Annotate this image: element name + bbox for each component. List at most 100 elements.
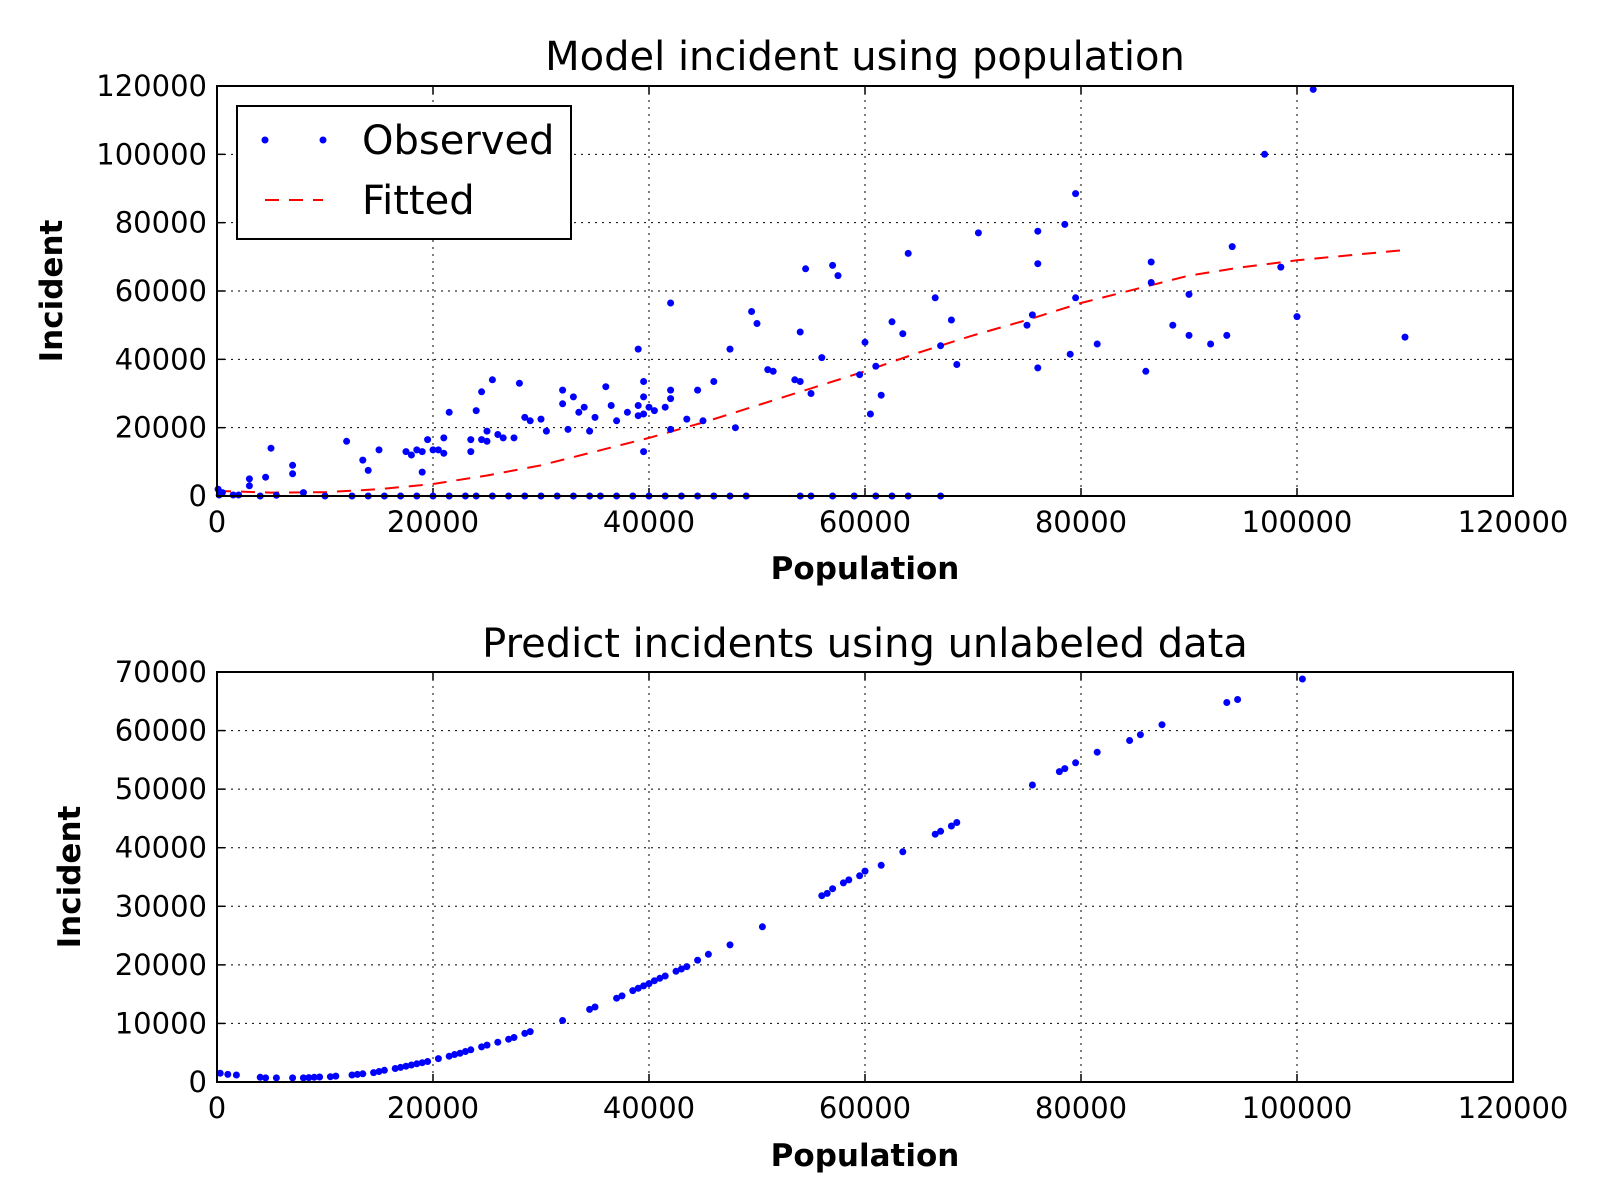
predicted-point [877, 861, 885, 869]
observed-point [856, 371, 864, 379]
legend-observed-marker [261, 136, 269, 144]
predicted-point [224, 1070, 232, 1078]
observed-point [818, 354, 826, 362]
predicted-point [1136, 731, 1144, 739]
observed-point [440, 434, 448, 442]
observed-point [418, 468, 426, 476]
observed-point [726, 345, 734, 353]
observed-point [537, 415, 545, 423]
observed-point [559, 386, 567, 394]
observed-point [1207, 340, 1215, 348]
y-tick-label: 80000 [115, 206, 207, 240]
predicted-point [391, 1065, 399, 1072]
observed-point [748, 308, 756, 315]
observed-point [667, 299, 675, 307]
y-tick-label: 0 [189, 479, 207, 513]
predicted-point [1223, 699, 1231, 706]
observed-point [634, 412, 642, 420]
observed-point [472, 407, 480, 415]
predicted-point [1158, 721, 1166, 729]
predicted-point [262, 1074, 270, 1082]
chart-1-frame [216, 85, 1514, 497]
x-tick-label: 80000 [1035, 1091, 1127, 1125]
observed-point [661, 403, 669, 411]
predicted-point [726, 941, 734, 949]
predicted-point [521, 1029, 529, 1037]
observed-point [289, 461, 297, 469]
y-tick-label: 40000 [115, 342, 207, 376]
y-tick-label: 20000 [115, 411, 207, 445]
observed-point [1034, 227, 1042, 235]
observed-point [1228, 243, 1236, 251]
observed-point [877, 391, 885, 399]
chart-2-x-ticks: 0 20000 40000 60000 80000 100000 120000 [208, 672, 1568, 1125]
predicted-point [683, 963, 691, 971]
observed-point [1401, 333, 1409, 341]
predicted-point [407, 1061, 415, 1069]
predicted-point [1061, 765, 1069, 773]
predicted-point [640, 982, 648, 990]
observed-point [494, 431, 502, 438]
observed-point [710, 378, 718, 385]
y-tick-label: 40000 [115, 831, 207, 865]
chart-1-legend: Observed Fitted [236, 105, 572, 240]
observed-point [861, 338, 869, 346]
observed-point [796, 378, 804, 385]
predicted-point [413, 1060, 421, 1068]
predicted-point [861, 867, 869, 875]
observed-point [645, 403, 653, 411]
predicted-point [456, 1049, 464, 1057]
observed-point [1223, 331, 1231, 339]
predicted-point [326, 1073, 334, 1081]
observed-point [802, 265, 810, 273]
predicted-point [1055, 768, 1063, 776]
observed-point [299, 489, 307, 497]
observed-point [899, 330, 907, 338]
observed-point [1293, 313, 1301, 321]
observed-point [640, 393, 648, 401]
observed-point [640, 410, 648, 418]
observed-point [953, 361, 961, 368]
observed-point [607, 402, 615, 409]
observed-point [1147, 279, 1155, 286]
observed-point [667, 395, 675, 403]
predicted-point [505, 1035, 513, 1043]
observed-point [289, 470, 297, 478]
observed-point [407, 451, 415, 459]
predicted-point [332, 1072, 340, 1080]
predicted-point [947, 822, 955, 830]
predicted-point [829, 885, 837, 893]
chart-model-incident: Model incident using population 0 20000 40… [34, 34, 1568, 587]
observed-point [1034, 260, 1042, 268]
y-tick-label: 100000 [96, 137, 207, 171]
predicted-point [397, 1063, 405, 1071]
chart-2-grid [217, 672, 1513, 1082]
predicted-point [937, 827, 945, 835]
predicted-point [953, 819, 961, 826]
observed-point [796, 328, 804, 336]
chart-1-observed-series [214, 85, 1409, 500]
observed-point [1034, 364, 1042, 372]
y-tick-label: 120000 [96, 69, 207, 103]
y-tick-label: 30000 [115, 889, 207, 923]
observed-point [575, 408, 583, 416]
chart-1-fitted-series [216, 249, 1406, 494]
observed-point [829, 261, 837, 269]
predicted-point [650, 977, 658, 985]
predicted-point [353, 1070, 361, 1078]
predicted-point [899, 848, 907, 856]
observed-point [434, 446, 442, 454]
x-tick-label: 60000 [819, 505, 911, 539]
observed-point [483, 437, 491, 445]
predicted-point [839, 879, 847, 887]
predicted-point [758, 923, 766, 931]
chart-2-frame [216, 671, 1514, 1083]
observed-point [888, 318, 896, 326]
predicted-point [305, 1074, 313, 1082]
observed-point [580, 403, 588, 411]
observed-point [418, 448, 426, 456]
predicted-point [704, 950, 712, 958]
observed-point [467, 436, 475, 444]
fitted-curve [216, 249, 1406, 494]
